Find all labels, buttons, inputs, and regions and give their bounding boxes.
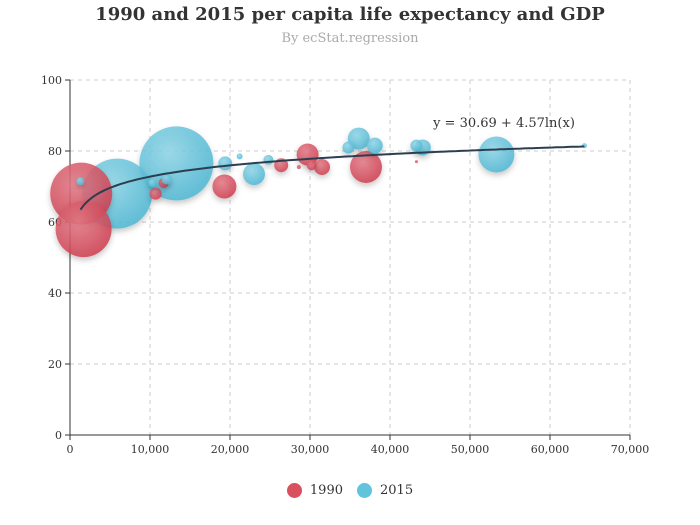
y-tick-label: 100 (41, 74, 62, 87)
x-tick-label: 10,000 (131, 443, 170, 456)
bubble-2015[interactable] (161, 174, 172, 185)
legend-label: 2015 (380, 483, 414, 498)
x-tick-label: 60,000 (531, 443, 570, 456)
bubble-1990[interactable] (350, 150, 382, 183)
x-tick-label: 20,000 (211, 443, 250, 456)
bubble-2015[interactable] (342, 141, 355, 154)
bubble-1990[interactable] (212, 174, 237, 199)
bubble-1990[interactable] (314, 158, 330, 175)
bubble-2015[interactable] (139, 126, 214, 201)
legend-item-2015[interactable]: 2015 (357, 483, 413, 498)
chart-title: 1990 and 2015 per capita life expectancy… (95, 4, 605, 25)
regression-line-group (79, 145, 585, 211)
legend: 1990 2015 (0, 483, 700, 498)
bubble-1990[interactable] (296, 164, 301, 169)
regression-line (79, 145, 585, 211)
bubble-2015[interactable] (366, 137, 383, 154)
bubble-2015[interactable] (410, 139, 423, 152)
y-tick-label: 40 (48, 287, 62, 300)
regression-equation: y = 30.69 + 4.57ln(x) (432, 116, 575, 131)
bubble-2015[interactable] (148, 178, 157, 187)
y-tick-label: 0 (55, 429, 62, 442)
bubble-2015[interactable] (263, 154, 274, 165)
legend-label: 1990 (309, 483, 343, 498)
bubble-1990[interactable] (414, 160, 418, 164)
chart-subtitle: By ecStat.regression (281, 31, 419, 46)
x-tick-label: 50,000 (451, 443, 490, 456)
x-tick-label: 30,000 (291, 443, 330, 456)
bubble-2015[interactable] (76, 177, 85, 186)
x-tick-label: 40,000 (371, 443, 410, 456)
y-tick-label: 80 (48, 145, 62, 158)
bubbles (50, 126, 587, 258)
axes: 0 10,000 20,000 30,000 40,000 50,000 60,000 70,… (41, 74, 649, 456)
bubble-2015[interactable] (478, 136, 515, 173)
bubble-2015[interactable] (236, 153, 243, 160)
legend-marker (286, 483, 302, 498)
x-tick-label: 70,000 (611, 443, 650, 456)
bubble-1990[interactable] (306, 160, 317, 171)
bubble-1990[interactable] (149, 187, 162, 200)
bubble-1990[interactable] (55, 201, 112, 258)
legend-item-1990[interactable]: 1990 (286, 483, 343, 498)
x-tick-label: 0 (67, 443, 74, 456)
bubble-2015[interactable] (243, 163, 265, 186)
y-tick-label: 20 (48, 358, 62, 371)
bubble-2015[interactable] (218, 156, 233, 171)
legend-marker (357, 483, 372, 498)
